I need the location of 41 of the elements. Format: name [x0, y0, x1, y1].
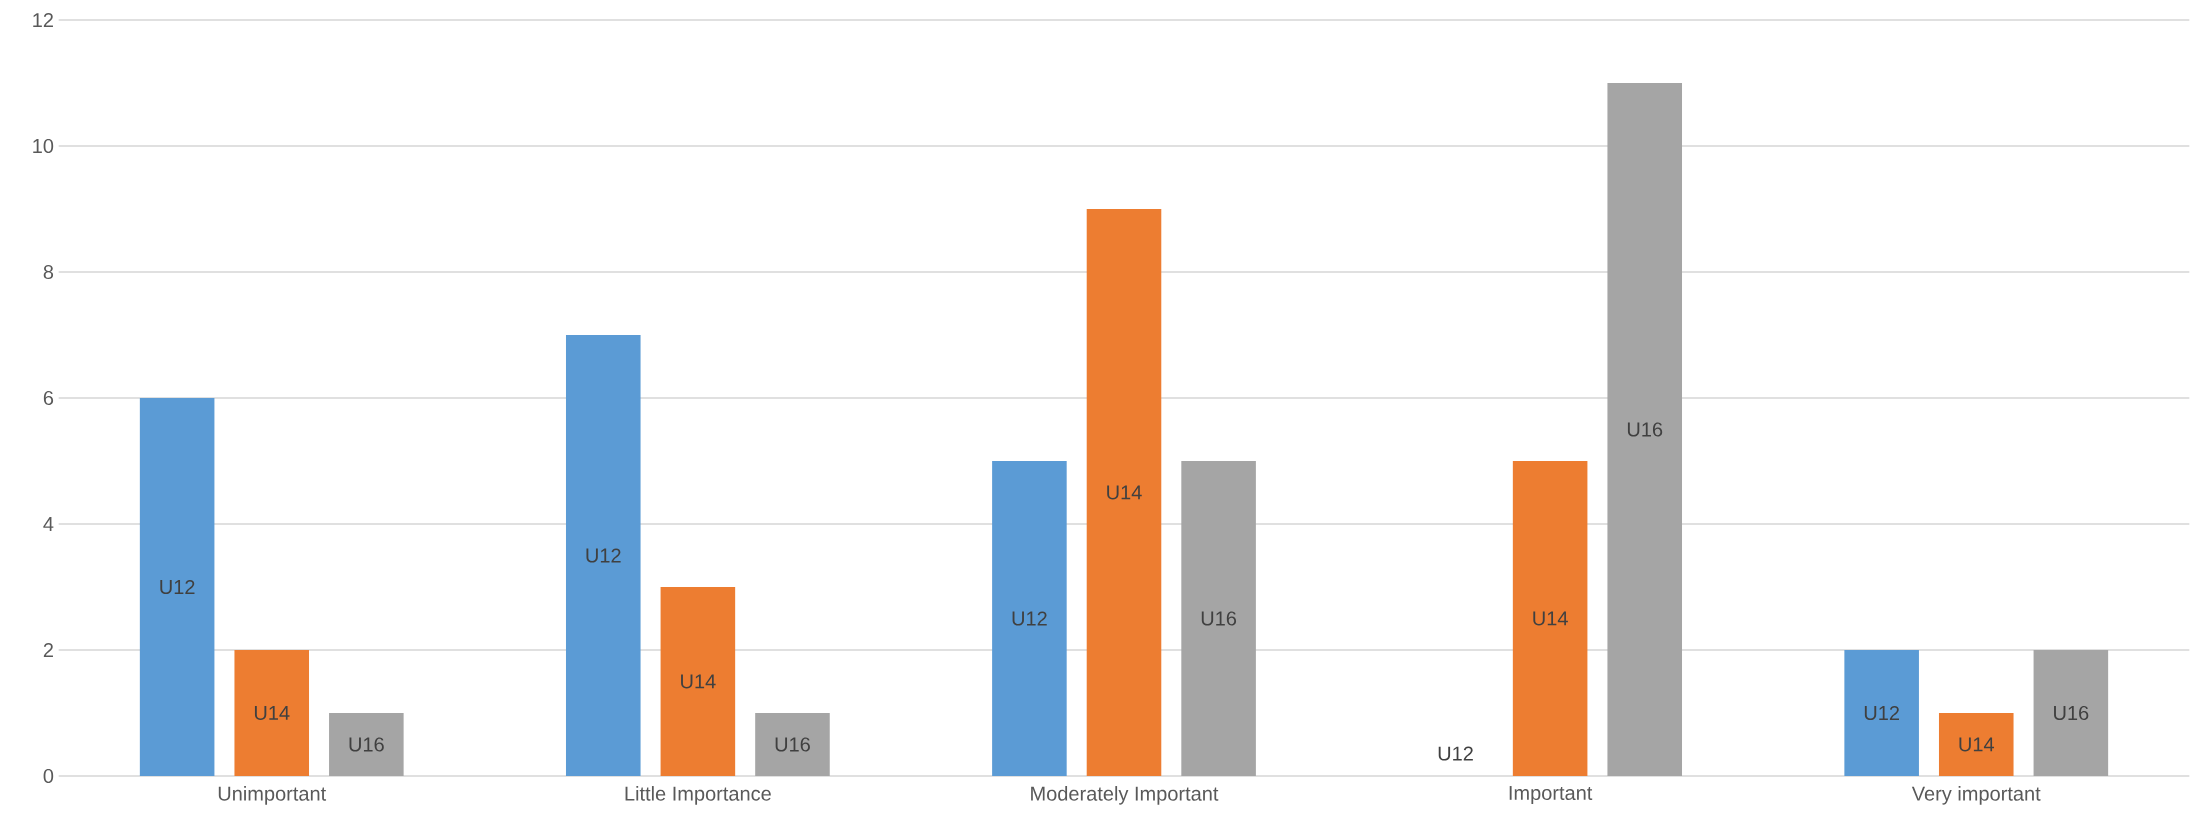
x-tick-label: Little Importance — [625, 786, 771, 805]
bar — [139, 398, 215, 776]
text: U16 — [1201, 611, 1237, 626]
y-tick-label: 12 — [33, 13, 53, 27]
y-tick-label: 4 — [43, 517, 54, 531]
text: U16 — [1627, 422, 1663, 437]
bar — [329, 713, 404, 776]
bar — [1938, 713, 2014, 776]
bar — [1086, 209, 1162, 776]
bar — [234, 650, 310, 776]
series-label: U12 — [586, 548, 621, 563]
text: U12 — [1438, 746, 1473, 761]
text: U12 — [1864, 705, 1899, 721]
bar — [992, 461, 1067, 776]
bar — [755, 713, 830, 776]
y-tick-label: 2 — [43, 643, 53, 657]
text: U12 — [160, 579, 195, 595]
text: U16 — [775, 737, 810, 752]
x-tick-label: Moderately Important — [1031, 786, 1219, 805]
bar — [1607, 83, 1683, 776]
y-tick-label: 10 — [33, 138, 54, 154]
bar — [1181, 461, 1256, 776]
y-tick-label: 0 — [43, 768, 54, 784]
text: U14 — [1107, 485, 1142, 500]
bar — [660, 587, 736, 776]
bar — [2033, 650, 2109, 776]
bar — [565, 335, 641, 776]
text: U16 — [349, 737, 384, 752]
series-label: U16 — [2054, 705, 2089, 721]
x-tick-label: Important — [1509, 786, 1593, 804]
text: U14 — [681, 674, 716, 689]
text: U14 — [1533, 611, 1568, 626]
text: U14 — [254, 706, 290, 720]
text: U12 — [1012, 611, 1047, 626]
y-tick-label: 6 — [43, 390, 54, 406]
x-tick-label: Unimportant — [218, 786, 327, 805]
y-tick-label: 8 — [43, 264, 54, 280]
bar — [1512, 461, 1588, 776]
bar — [1844, 650, 1919, 776]
series-label: U14 — [1959, 737, 1995, 752]
x-tick-label: Very important — [1911, 786, 2041, 805]
